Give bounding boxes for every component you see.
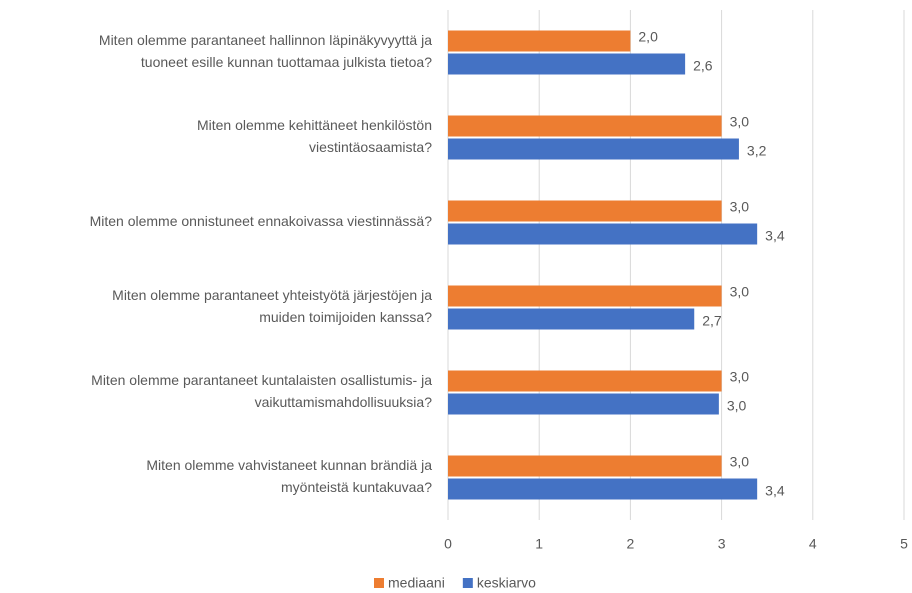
x-tick-label: 4 [809, 536, 817, 552]
category-label: muiden toimijoiden kanssa? [259, 309, 432, 325]
x-tick-label: 1 [535, 536, 543, 552]
legend-label: keskiarvo [477, 575, 536, 591]
category-label: viestintäosaamista? [309, 139, 432, 155]
category-label: tuoneet esille kunnan tuottamaa julkista… [141, 54, 432, 70]
category-label: myönteistä kuntakuvaa? [281, 479, 432, 495]
value-label: 3,4 [765, 228, 785, 244]
value-label: 3,4 [765, 483, 785, 499]
x-tick-label: 3 [718, 536, 726, 552]
x-tick-label: 2 [627, 536, 635, 552]
legend-swatch [462, 578, 473, 588]
bar [448, 393, 719, 415]
category-label: Miten olemme onnistuneet ennakoivassa vi… [90, 213, 433, 229]
category-label: Miten olemme kehittäneet henkilöstön [197, 117, 432, 133]
category-label: Miten olemme parantaneet yhteistyötä jär… [112, 287, 432, 303]
value-label: 3,0 [730, 369, 750, 385]
bar [448, 308, 695, 330]
bar [448, 455, 722, 477]
value-label: 3,0 [727, 398, 747, 414]
value-label: 2,7 [702, 313, 722, 329]
x-tick-label: 0 [444, 536, 452, 552]
value-label: 3,2 [747, 143, 767, 159]
category-label: vaikuttamismahdollisuuksia? [255, 394, 433, 410]
bar [448, 478, 758, 500]
x-tick-label: 5 [900, 536, 908, 552]
bar [448, 30, 631, 52]
value-label: 3,0 [730, 199, 750, 215]
bar [448, 285, 722, 307]
category-label: Miten olemme vahvistaneet kunnan brändiä… [146, 457, 432, 473]
value-label: 3,0 [730, 284, 750, 300]
legend-swatch [374, 578, 384, 588]
value-label: 3,0 [730, 454, 750, 470]
bar [448, 138, 739, 160]
value-label: 3,0 [730, 114, 750, 130]
bar [448, 223, 758, 245]
bar [448, 200, 722, 222]
category-label: Miten olemme parantaneet hallinnon läpin… [99, 32, 432, 48]
bar [448, 53, 686, 75]
value-label: 2,6 [693, 58, 713, 74]
legend-label: mediaani [388, 575, 445, 591]
bar [448, 370, 722, 392]
category-label: Miten olemme parantaneet kuntalaisten os… [91, 372, 432, 388]
value-label: 2,0 [638, 29, 658, 45]
bar [448, 115, 722, 137]
